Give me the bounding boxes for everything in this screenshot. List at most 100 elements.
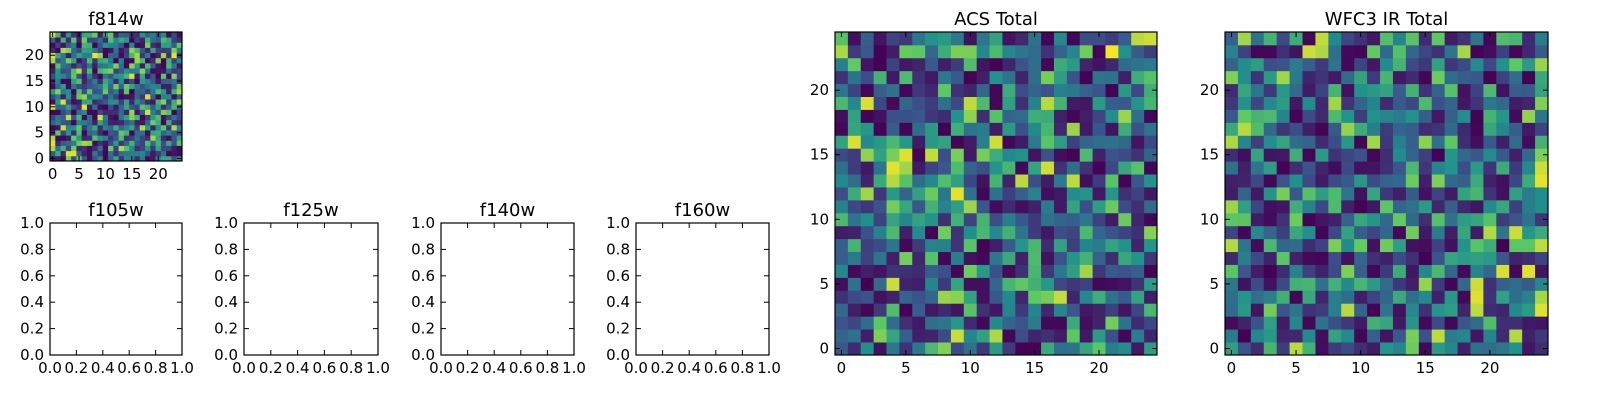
heatmap-cell	[129, 88, 135, 95]
heatmap-cell	[108, 140, 114, 146]
heatmap-cell	[65, 109, 72, 115]
heatmap-cell	[92, 47, 98, 54]
heatmap-cell	[1535, 290, 1549, 304]
heatmap-cell	[155, 109, 162, 115]
heatmap-cell	[1315, 57, 1329, 72]
heatmap-cell	[976, 122, 990, 136]
heatmap-cell	[1444, 199, 1458, 214]
heatmap-cell	[976, 290, 990, 304]
heatmap-cell	[860, 238, 875, 253]
heatmap-cell	[1079, 342, 1093, 356]
heatmap-cell	[102, 99, 109, 105]
heatmap-cell	[71, 155, 77, 162]
heatmap-cell	[1392, 290, 1407, 304]
heatmap-cell	[86, 62, 93, 69]
heatmap-cell	[1144, 290, 1158, 304]
heatmap-cell	[1250, 277, 1265, 291]
heatmap-cell	[1041, 212, 1055, 227]
heatmap-cell	[97, 78, 104, 84]
heatmap-cell	[1079, 70, 1093, 85]
heatmap-cell	[155, 135, 162, 141]
heatmap-cell	[134, 37, 141, 43]
heatmap-cell	[899, 212, 913, 227]
heatmap-cell	[1457, 238, 1471, 253]
heatmap-cell	[1053, 277, 1068, 291]
heatmap-cell	[1418, 303, 1433, 317]
heatmap-cell	[1341, 187, 1355, 201]
heatmap-cell	[113, 114, 120, 121]
heatmap-cell	[108, 57, 114, 64]
heatmap-cell	[1341, 212, 1355, 227]
heatmap-cell	[1380, 303, 1394, 317]
heatmap-cell	[1509, 316, 1523, 330]
heatmap-cell	[976, 148, 990, 162]
heatmap-cell	[1131, 303, 1145, 317]
heatmap-cell	[950, 187, 965, 201]
heatmap-cell	[60, 93, 67, 100]
heatmap-cell	[108, 73, 114, 79]
y-tick-label: 0.4	[214, 293, 238, 311]
heatmap-cell	[1405, 83, 1420, 97]
heatmap-cell	[86, 68, 93, 74]
heatmap-cell	[108, 68, 114, 74]
heatmap-cell	[145, 52, 151, 59]
heatmap-cell	[1237, 174, 1252, 188]
heatmap-cell	[938, 238, 952, 253]
heatmap-cell	[1470, 96, 1484, 110]
heatmap-cell	[873, 109, 887, 123]
heatmap-cell	[71, 109, 77, 115]
heatmap-cell	[71, 145, 77, 152]
heatmap-cell	[873, 187, 887, 201]
heatmap-cell	[1392, 83, 1407, 97]
x-tick-label: 15	[1416, 359, 1435, 377]
heatmap-cell	[76, 78, 83, 84]
heatmap-cell	[1509, 199, 1523, 214]
y-tick-label: 0.6	[214, 267, 238, 285]
heatmap-cell	[171, 109, 178, 115]
heatmap-cell	[1053, 83, 1068, 97]
heatmap-cell	[873, 148, 887, 162]
heatmap-cell	[976, 238, 990, 253]
y-tick-label: 5	[34, 124, 44, 142]
heatmap-cell	[123, 37, 130, 43]
heatmap-cell	[1380, 264, 1394, 278]
heatmap-cell	[113, 62, 120, 69]
heatmap-cell	[1431, 329, 1446, 343]
heatmap-cell	[847, 277, 862, 291]
heatmap-cell	[176, 57, 183, 64]
heatmap-cell	[963, 316, 978, 330]
heatmap-cell	[1522, 264, 1536, 278]
heatmap-cell	[938, 342, 952, 356]
heatmap-cell	[1341, 225, 1355, 240]
heatmap-cell	[1535, 135, 1549, 149]
x-tick-label: 0.0	[38, 359, 62, 377]
heatmap-cell	[1470, 148, 1484, 162]
heatmap-cell	[860, 148, 875, 162]
heatmap-cell	[1431, 148, 1446, 162]
heatmap-cell	[139, 57, 146, 64]
heatmap-cell	[1341, 277, 1355, 291]
heatmap-cell	[963, 109, 978, 123]
heatmap-cell	[1354, 148, 1368, 162]
heatmap-cell	[989, 44, 1003, 59]
heatmap-cell	[1509, 212, 1523, 227]
heatmap-cell	[65, 93, 72, 100]
heatmap-cell	[97, 140, 104, 146]
heatmap-cell	[925, 277, 939, 291]
heatmap-cell	[1522, 109, 1536, 123]
heatmap-cell	[76, 140, 83, 146]
heatmap-cell	[118, 93, 125, 100]
heatmap-cell	[176, 150, 183, 157]
heatmap-cell	[1496, 316, 1510, 330]
heatmap-cell	[155, 52, 162, 59]
heatmap-cell	[1079, 96, 1093, 110]
heatmap-cell	[950, 342, 965, 356]
heatmap-cell	[102, 52, 109, 59]
heatmap-cell	[1066, 212, 1081, 227]
heatmap-cell	[1392, 238, 1407, 253]
heatmap-cell	[160, 109, 167, 115]
heatmap-cell	[1354, 199, 1368, 214]
heatmap-cell	[1392, 32, 1407, 46]
heatmap-cell	[1328, 70, 1342, 85]
